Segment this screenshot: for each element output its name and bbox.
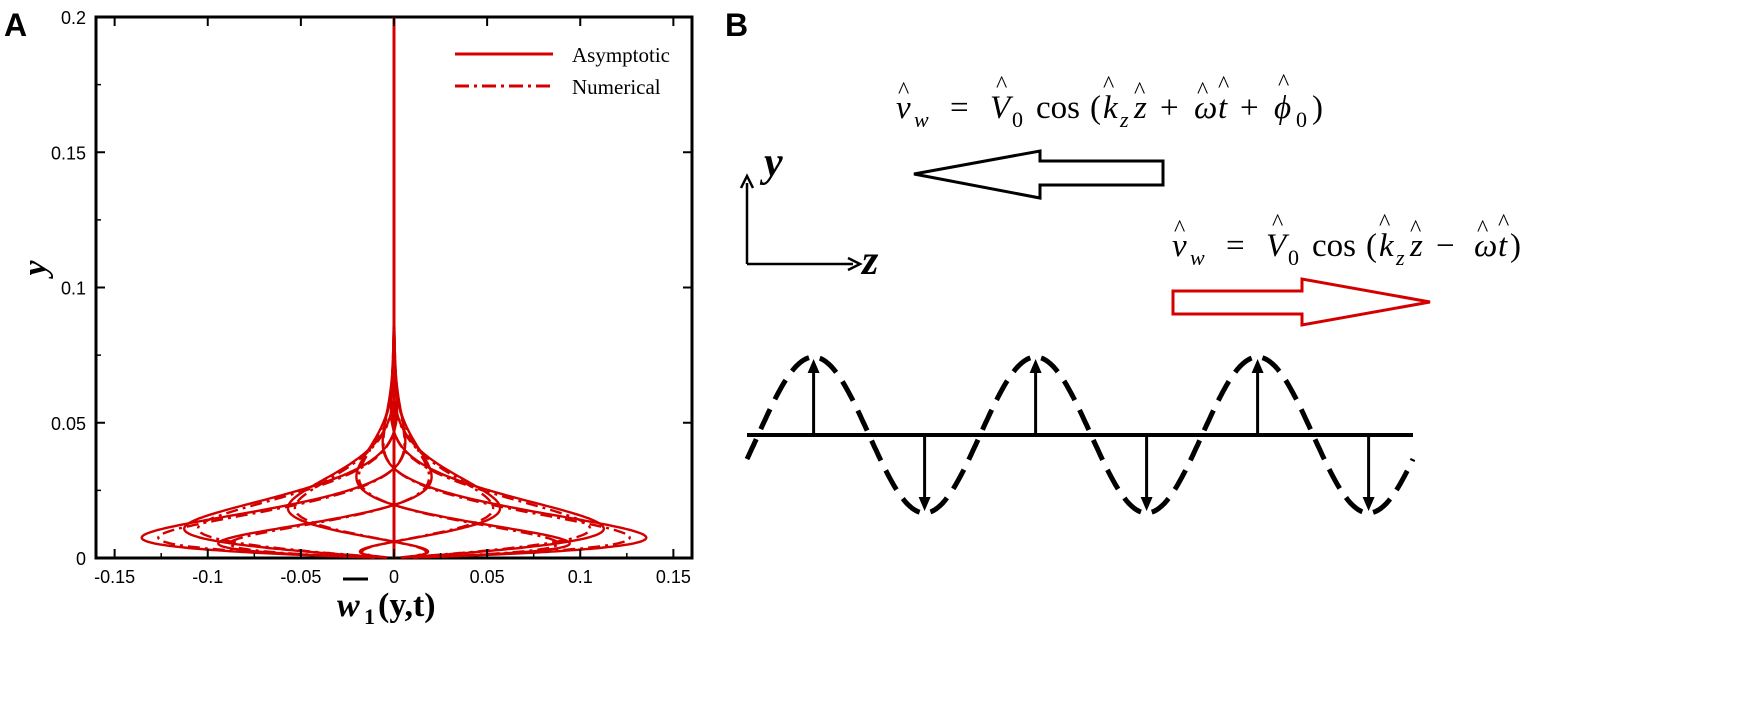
- equation-bottom: v ^ w = V ^ 0 cos ( k ^ z z ^ − ω ^ t ^ …: [1172, 210, 1521, 270]
- y-tick-label: 0: [76, 549, 86, 569]
- down-arrowhead: [1140, 497, 1153, 511]
- eq-top-t: t: [1218, 90, 1228, 126]
- up-arrowhead: [1029, 359, 1042, 373]
- x-axis-label: w 1 (y,t): [337, 577, 436, 629]
- eq-top-t-hat: ^: [1218, 72, 1229, 98]
- asymptotic-curve-7: [183, 17, 399, 559]
- eq-top-phi-sub: 0: [1296, 107, 1307, 132]
- legend-label-asymptotic: Asymptotic: [572, 43, 670, 67]
- eq-top-k-hat: ^: [1103, 72, 1114, 98]
- eq-bot-k-hat: ^: [1379, 210, 1390, 236]
- wave-diagram: [744, 354, 1416, 516]
- right-arrow: [1171, 277, 1431, 327]
- eq-top-close-paren: ): [1312, 90, 1323, 126]
- eq-top-open-paren: (: [1090, 90, 1101, 126]
- x-tick-label: -0.05: [280, 567, 321, 587]
- x-tick-label: 0.05: [470, 567, 505, 587]
- eq-bot-k-sub: z: [1395, 245, 1405, 270]
- eq-top-v: v: [896, 90, 911, 126]
- eq-bot-v-hat: ^: [1174, 216, 1185, 242]
- x-axis-label-args: (y,t): [378, 587, 436, 624]
- x-tick-label: -0.15: [94, 567, 135, 587]
- eq-bot-V-hat: ^: [1272, 210, 1283, 236]
- eq-top-k-sub: z: [1119, 107, 1129, 132]
- eq-top-equals: =: [950, 90, 969, 126]
- eq-top-k: k: [1103, 90, 1119, 126]
- eq-bot-minus: −: [1436, 228, 1455, 264]
- x-tick-label: 0: [389, 567, 399, 587]
- x-axis-ticks: -0.15 -0.1 -0.05 0 0.05 0.1 0.15: [94, 17, 691, 587]
- eq-bot-open-paren: (: [1366, 228, 1377, 264]
- panel-b-label: B: [725, 7, 748, 43]
- asymptotic-curve-6: [140, 17, 407, 559]
- y-tick-label: 0.2: [61, 8, 86, 28]
- eq-bot-w: w: [1190, 245, 1205, 270]
- panel-b: B v ^ w = V ^ 0 cos ( k ^ z z ^ + ω ^ t …: [725, 7, 1521, 516]
- axis-z-arrowhead: [847, 256, 863, 272]
- y-axis-label: y: [17, 260, 54, 280]
- eq-bot-V: V: [1266, 228, 1290, 264]
- x-tick-label: 0.1: [568, 567, 593, 587]
- eq-bot-k: k: [1379, 228, 1395, 264]
- eq-top-v-hat: ^: [898, 78, 909, 104]
- eq-bot-t-hat: ^: [1498, 210, 1509, 236]
- eq-top-V-sub: 0: [1012, 107, 1023, 132]
- eq-top-phi-hat: ^: [1278, 70, 1289, 96]
- up-arrowhead: [807, 359, 820, 373]
- panel-a: A -0.15 -0.1 -0.05 0 0.05 0.1 0.15 0 0.05 0.1 0.1…: [4, 7, 694, 629]
- y-tick-label: 0.15: [51, 143, 86, 163]
- eq-top-z: z: [1133, 90, 1147, 126]
- numerical-curve-6: [157, 17, 406, 559]
- velocity-arrows: [807, 359, 1375, 511]
- eq-top-phi: ϕ: [1274, 90, 1291, 126]
- dashed-wave: [744, 354, 1416, 516]
- eq-bot-cos: cos: [1312, 228, 1356, 264]
- down-arrowhead: [918, 497, 931, 511]
- y-tick-label: 0.1: [61, 279, 86, 299]
- y-axis-ticks: 0 0.05 0.1 0.15 0.2: [51, 8, 692, 569]
- eq-bot-v: v: [1172, 228, 1187, 264]
- eq-top-z-hat: ^: [1134, 78, 1145, 104]
- eq-top-omega: ω: [1194, 90, 1217, 126]
- eq-top-plus1: +: [1160, 90, 1179, 126]
- axis-y-label: y: [759, 140, 783, 186]
- numerical-curve-7: [196, 17, 399, 559]
- x-tick-label: -0.1: [192, 567, 223, 587]
- y-tick-label: 0.05: [51, 414, 86, 434]
- x-axis-label-sub: 1: [364, 604, 375, 629]
- eq-top-V-hat: ^: [996, 72, 1007, 98]
- down-arrowhead: [1362, 497, 1375, 511]
- eq-bot-omega-hat: ^: [1477, 216, 1488, 242]
- equation-top: v ^ w = V ^ 0 cos ( k ^ z z ^ + ω ^ t ^ …: [896, 70, 1323, 132]
- x-axis-label-var: w: [337, 587, 360, 624]
- asymptotic-curve-5: [217, 17, 433, 559]
- axis-z-label: z: [860, 238, 879, 284]
- eq-top-omega-hat: ^: [1197, 78, 1208, 104]
- axis-y-arrowhead: [739, 173, 755, 189]
- eq-bot-z: z: [1409, 228, 1423, 264]
- eq-bot-close-paren: ): [1510, 228, 1521, 264]
- numerical-curve-3: [389, 17, 592, 559]
- eq-bot-V-sub: 0: [1288, 245, 1299, 270]
- profile-curves: [140, 17, 648, 559]
- x-tick-label: 0.15: [656, 567, 691, 587]
- coordinate-axes: y z: [739, 140, 879, 284]
- left-arrow: [913, 149, 1165, 200]
- eq-top-cos: cos: [1036, 90, 1080, 126]
- up-arrowhead: [1251, 359, 1264, 373]
- plot-area: -0.15 -0.1 -0.05 0 0.05 0.1 0.15 00.050.10.150…: [51, 8, 694, 587]
- panel-a-label: A: [4, 7, 27, 43]
- eq-bot-t: t: [1498, 228, 1508, 264]
- eq-bot-equals: =: [1226, 228, 1245, 264]
- eq-bot-omega: ω: [1474, 228, 1497, 264]
- eq-top-V: V: [990, 90, 1014, 126]
- legend: Asymptotic Numerical: [455, 43, 670, 99]
- eq-top-w: w: [914, 107, 929, 132]
- eq-bot-z-hat: ^: [1410, 216, 1421, 242]
- eq-top-plus2: +: [1240, 90, 1259, 126]
- legend-label-numerical: Numerical: [572, 75, 661, 99]
- asymptotic-curve-1: [355, 17, 571, 559]
